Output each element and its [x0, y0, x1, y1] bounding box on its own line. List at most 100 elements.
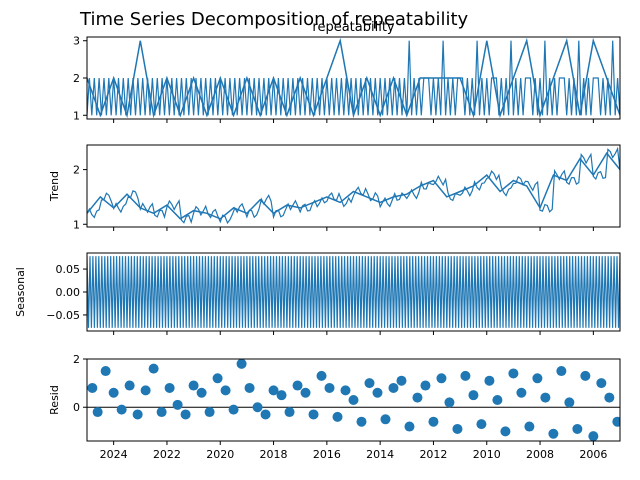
resid-point [436, 373, 447, 384]
resid-point [428, 416, 439, 427]
observed-plot-area [87, 37, 620, 119]
resid-point [604, 392, 615, 403]
resid-point [124, 380, 135, 391]
resid-point [324, 382, 335, 393]
panel-observed: 1 2 3 repeatability [73, 20, 621, 123]
resid-point [220, 385, 231, 396]
resid-point [340, 385, 351, 396]
resid-point [332, 411, 343, 422]
resid-point [308, 409, 319, 420]
resid-point [596, 378, 607, 389]
resid-point [556, 366, 567, 377]
seasonal-ytick-label: 0.05 [56, 263, 81, 276]
trend-plot-area [87, 146, 620, 225]
resid-point [188, 380, 199, 391]
panel-resid: 0 2 2024 2022 2020 2018 2016 2014 2012 2010 2008 20… [48, 353, 621, 461]
resid-point [412, 392, 423, 403]
xtick-label: 2018 [260, 448, 288, 461]
resid-point [100, 366, 111, 377]
observed-ytick-label: 2 [73, 72, 80, 85]
observed-ytick-label: 1 [73, 109, 80, 122]
resid-point [284, 407, 295, 418]
resid-point [468, 390, 479, 401]
resid-point [172, 399, 183, 410]
trend-series-texture [87, 146, 620, 225]
resid-point [180, 409, 191, 420]
resid-point [588, 431, 599, 441]
resid-point [612, 416, 620, 427]
resid-point [508, 368, 519, 379]
resid-point [348, 395, 359, 405]
resid-point [244, 382, 255, 393]
resid-point [516, 387, 527, 398]
observed-ytick-label: 3 [73, 35, 80, 48]
resid-point [380, 414, 391, 425]
resid-point [484, 375, 495, 386]
trend-ytick-label: 2 [73, 164, 80, 177]
xtick-label: 2020 [206, 448, 234, 461]
panel-trend: 1 2 Trend [48, 144, 621, 231]
trend-series-line [87, 151, 620, 220]
resid-point [108, 387, 119, 398]
xtick-label: 2006 [579, 448, 607, 461]
resid-point [148, 363, 159, 374]
resid-point [476, 419, 487, 430]
resid-point [228, 404, 239, 415]
resid-point [492, 395, 503, 405]
resid-point [252, 402, 263, 413]
xtick-label: 2012 [419, 448, 447, 461]
resid-point [276, 390, 287, 401]
trend-ytick-label: 1 [73, 218, 80, 231]
resid-point [372, 387, 383, 398]
resid-point [268, 385, 279, 396]
resid-point [236, 359, 247, 369]
resid-point [572, 423, 583, 434]
panel-seasonal: 0.05 0.00 −0.05 Seasonal [14, 252, 621, 335]
resid-point [116, 404, 127, 415]
xtick-label: 2008 [526, 448, 554, 461]
xtick-label: 2022 [153, 448, 181, 461]
xtick-label: 2014 [366, 448, 394, 461]
panels-group: 1 2 3 repeatability 1 2 Trend 0.05 0.00 −0.05 Seas… [14, 20, 621, 461]
panel-subtitle: repeatability [312, 20, 395, 35]
chart-title: Time Series Decomposition of repeatabili… [79, 9, 468, 30]
resid-point [364, 378, 375, 389]
resid-point [212, 373, 223, 384]
resid-point [156, 407, 167, 418]
xtick-label: 2010 [473, 448, 501, 461]
resid-point [500, 426, 511, 437]
resid-point [140, 385, 151, 396]
seasonal-plot-area [87, 256, 620, 328]
trend-axes-frame [86, 144, 621, 228]
resid-point [87, 382, 98, 393]
resid-point [444, 397, 455, 408]
seasonal-ylabel: Seasonal [14, 267, 27, 317]
resid-point [532, 373, 543, 384]
resid-plot-area [87, 359, 620, 441]
xtick-label: 2024 [100, 448, 128, 461]
resid-point [92, 407, 103, 418]
resid-point [564, 397, 575, 408]
resid-ylabel: Resid [48, 385, 61, 415]
resid-point [164, 382, 175, 393]
resid-point [452, 423, 463, 434]
resid-ytick-label: 0 [73, 401, 80, 414]
observed-series-texture [87, 40, 620, 116]
resid-point [404, 421, 415, 432]
resid-point [460, 370, 471, 381]
seasonal-ytick-label: −0.05 [46, 309, 80, 322]
resid-axes-frame [86, 358, 621, 442]
resid-point [356, 416, 367, 427]
xtick-label: 2016 [313, 448, 341, 461]
resid-point [580, 370, 591, 381]
resid-point [204, 407, 215, 418]
resid-point [132, 409, 143, 420]
resid-point [388, 382, 399, 393]
trend-ylabel: Trend [48, 171, 61, 202]
resid-point [524, 421, 535, 432]
resid-point [396, 375, 407, 386]
resid-point [292, 380, 303, 391]
resid-point [540, 392, 551, 403]
resid-point [196, 387, 207, 398]
